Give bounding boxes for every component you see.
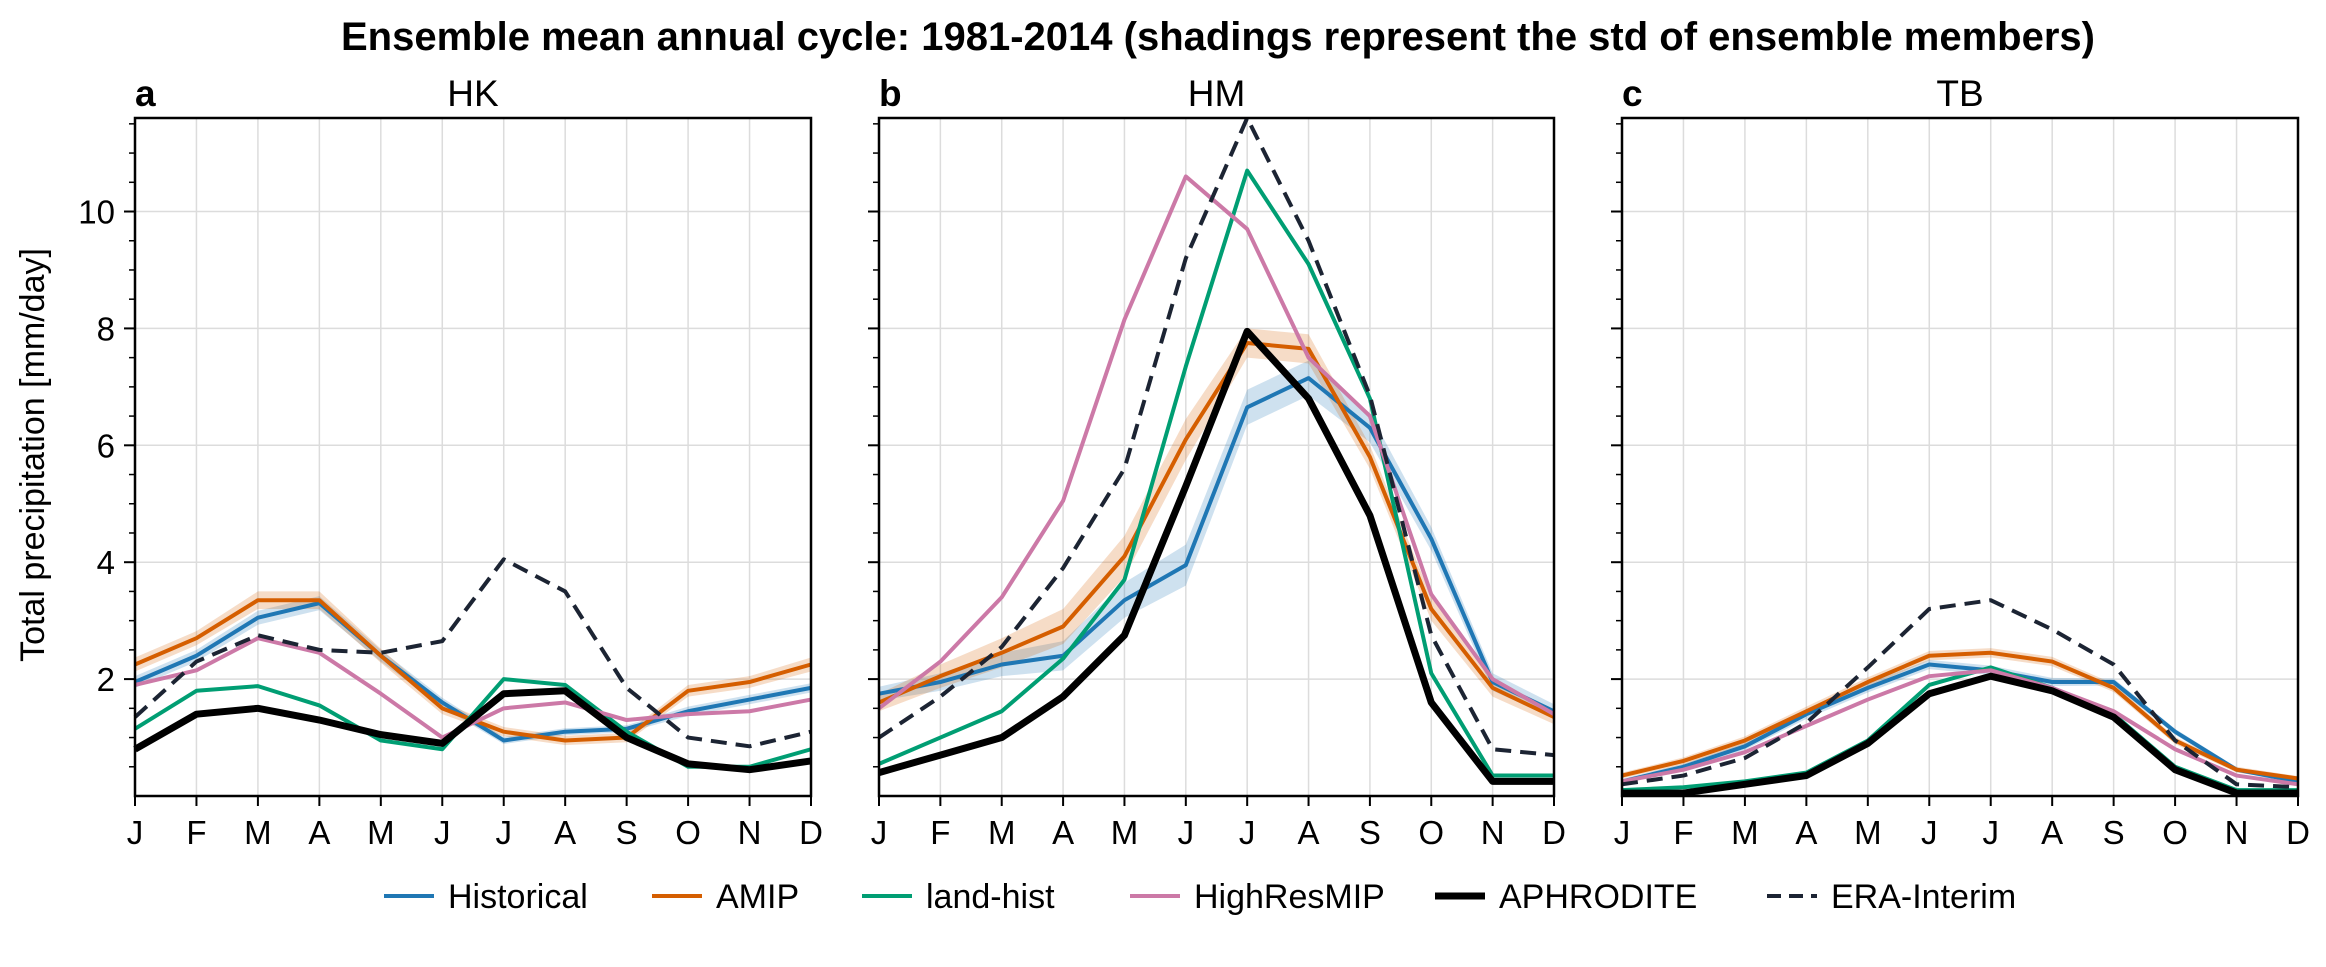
x-tick-label: S [2103, 814, 2125, 851]
x-tick-label: O [675, 814, 701, 851]
x-tick-label: J [871, 814, 888, 851]
series-line-aphro [1622, 672, 2298, 797]
series-line-era [1621, 598, 2299, 790]
panel-label: a [135, 73, 156, 114]
legend-item-highres: HighResMIP [1130, 878, 1385, 916]
axes-frame [877, 116, 1556, 798]
x-tick-label: M [1731, 814, 1759, 851]
y-tick-label: 4 [97, 544, 115, 581]
y-tick-label: 10 [78, 194, 115, 231]
axes-frame [133, 116, 813, 798]
legend-label: APHRODITE [1499, 878, 1697, 916]
series-line-era [133, 557, 812, 749]
x-tick-label: J [1982, 814, 1999, 851]
x-tick-label: N [738, 814, 762, 851]
x-tick-label: S [1359, 814, 1381, 851]
panel-label: b [879, 73, 902, 114]
series-line-landhist [878, 168, 1554, 778]
y-tick-label: 2 [97, 661, 115, 698]
legend-label: land-hist [926, 878, 1055, 916]
legend-item-era: ERA-Interim [1767, 878, 2016, 916]
series-line-highres [1621, 668, 2299, 787]
legend-label: Historical [448, 878, 588, 916]
panel-tb: J F M A M J J A S O N Dc TB [1611, 73, 2310, 851]
y-tick-label: 8 [97, 310, 115, 347]
x-tick-label: M [244, 814, 272, 851]
series-line-aphro [133, 687, 812, 774]
panel-title: TB [1936, 73, 1983, 114]
panel-title: HK [447, 73, 499, 114]
series-line-highres [877, 174, 1555, 716]
x-tick-label: M [1111, 814, 1139, 851]
std-shading-amip [879, 328, 1554, 725]
x-tick-label: O [1418, 814, 1444, 851]
y-tick-label: 6 [97, 427, 115, 464]
legend-item-historical: Historical [384, 878, 588, 916]
x-tick-label: D [1542, 814, 1566, 851]
x-tick-label: A [1052, 814, 1074, 851]
x-tick-label: F [1673, 814, 1693, 851]
x-tick-label: F [930, 814, 950, 851]
axes-frame [1620, 116, 2300, 798]
series-line-historical [1621, 662, 2299, 784]
panel-hm: J F M A M J J A S O N Db HM [868, 73, 1566, 851]
legend-item-aphro: APHRODITE [1435, 878, 1697, 916]
x-tick-label: A [2041, 814, 2063, 851]
legend-label: HighResMIP [1194, 878, 1385, 916]
series-line-era [877, 116, 1555, 758]
panel-label: c [1622, 73, 1643, 114]
x-tick-label: D [2286, 814, 2310, 851]
y-axis-label: Total precipitation [mm/day] [14, 248, 52, 662]
series-line-aphro [878, 327, 1554, 785]
x-tick-label: D [799, 814, 823, 851]
x-tick-label: N [2225, 814, 2249, 851]
x-tick-label: F [186, 814, 206, 851]
x-tick-label: S [616, 814, 638, 851]
series-line-amip [1621, 650, 2299, 781]
x-tick-label: J [495, 814, 512, 851]
x-tick-label: J [1614, 814, 1631, 851]
legend: Historical AMIP land-hist HighResMIP APHRODI… [384, 878, 2016, 916]
x-tick-label: A [308, 814, 330, 851]
legend-item-amip: AMIP [652, 878, 799, 916]
x-tick-label: J [1921, 814, 1938, 851]
x-tick-label: M [988, 814, 1016, 851]
legend-item-landhist: land-hist [862, 878, 1055, 916]
x-tick-label: A [1298, 814, 1320, 851]
x-tick-label: N [1481, 814, 1505, 851]
figure-title: Ensemble mean annual cycle: 1981-2014 (s… [341, 15, 2095, 59]
legend-label: ERA-Interim [1831, 878, 2016, 916]
legend-label: AMIP [716, 878, 799, 916]
series-line-historical [878, 376, 1555, 714]
panel-title: HM [1188, 73, 1246, 114]
x-tick-label: A [554, 814, 576, 851]
x-tick-label: M [367, 814, 395, 851]
x-tick-label: M [1854, 814, 1882, 851]
x-tick-label: J [434, 814, 451, 851]
x-tick-label: J [127, 814, 144, 851]
x-tick-label: O [2162, 814, 2188, 851]
x-tick-label: A [1795, 814, 1817, 851]
x-tick-label: J [1178, 814, 1195, 851]
x-tick-label: J [1239, 814, 1256, 851]
